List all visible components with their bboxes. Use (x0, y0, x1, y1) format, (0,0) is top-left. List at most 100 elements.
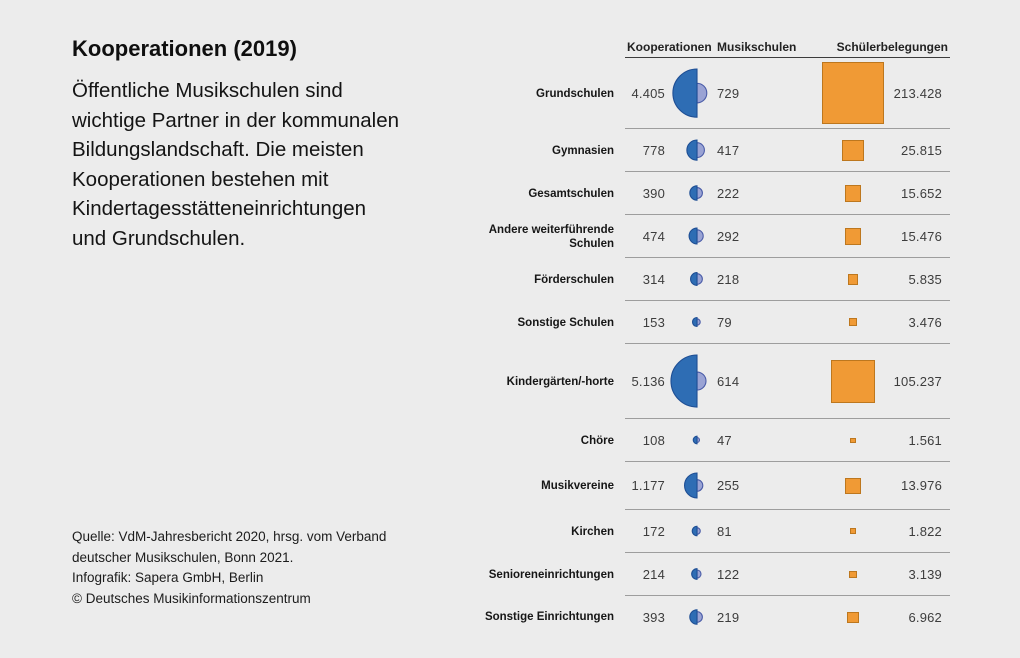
kooperationen-value: 214 (642, 566, 665, 582)
table-row: Gymnasien 778 417 25.815 (470, 129, 950, 173)
half-circles-glyph (683, 472, 704, 499)
kooperationen-value: 393 (642, 609, 665, 625)
musikschulen-half-circle (696, 229, 704, 244)
row-label: Senioreneinrichtungen (488, 568, 614, 581)
table-row: Sonstige Schulen 153 79 3.476 (470, 301, 950, 345)
kooperationen-value: 172 (642, 523, 665, 539)
row-label: Gymnasien (552, 144, 614, 157)
musikschulen-value: 729 (717, 85, 740, 101)
half-circles-glyph (688, 227, 704, 245)
table-row: Förderschulen 314 218 5.835 (470, 258, 950, 302)
half-circles-glyph (689, 185, 703, 202)
schuelerbelegungen-square (849, 570, 857, 579)
schuelerbelegungen-square (850, 437, 856, 444)
row-label: Kindergärten/-horte (506, 375, 614, 388)
schuelerbelegungen-value: 3.139 (908, 566, 942, 582)
schuelerbelegungen-square (845, 477, 861, 494)
table-row: Chöre 108 47 1.561 (470, 419, 950, 463)
musikschulen-half-circle (696, 82, 708, 104)
kooperationen-value: 390 (642, 185, 665, 201)
half-circles-glyph (672, 68, 708, 118)
kooperationen-half-circle (691, 568, 698, 581)
row-content: 393 219 6.962 (625, 596, 950, 638)
row-label: Kirchen (571, 525, 614, 538)
half-circles-glyph (692, 436, 701, 445)
kooperationen-half-circle (688, 227, 698, 245)
kooperationen-half-circle (692, 436, 698, 445)
schuelerbelegungen-square (831, 359, 875, 404)
row-label: Grundschulen (536, 87, 614, 100)
row-content: 474 292 15.476 (625, 215, 950, 259)
kooperationen-half-circle (689, 185, 698, 202)
musikschulen-half-circle (696, 142, 705, 159)
schuelerbelegungen-value: 13.976 (901, 478, 942, 494)
schuelerbelegungen-value: 5.835 (908, 271, 942, 287)
half-circles-glyph (686, 139, 705, 161)
schuelerbelegungen-value: 3.476 (908, 314, 942, 330)
schuelerbelegungen-value: 1.822 (908, 523, 942, 539)
schuelerbelegungen-value: 25.815 (901, 142, 942, 158)
row-label: Andere weiterführende Schulen (488, 223, 614, 250)
schuelerbelegungen-square (850, 528, 856, 535)
musikschulen-value: 122 (717, 566, 740, 582)
schuelerbelegungen-value: 15.652 (901, 185, 942, 201)
kooperationen-half-circle (691, 317, 698, 328)
kooperationen-value: 1.177 (631, 478, 665, 494)
row-content: 172 81 1.822 (625, 510, 950, 554)
kooperationen-value: 108 (642, 432, 665, 448)
schuelerbelegungen-value: 1.561 (908, 432, 942, 448)
row-content: 4.405 729 213.428 (625, 58, 950, 130)
table-row: Gesamtschulen 390 222 15.652 (470, 172, 950, 216)
kooperationen-value: 314 (642, 271, 665, 287)
table-row: Kirchen 172 81 1.822 (470, 510, 950, 554)
musikschulen-value: 292 (717, 228, 740, 244)
row-label: Chöre (580, 434, 614, 447)
kooperationen-value: 153 (642, 314, 665, 330)
column-header-schuelerbelegungen: Schülerbelegungen (836, 40, 948, 54)
schuelerbelegungen-square (822, 62, 884, 125)
schuelerbelegungen-value: 15.476 (901, 228, 942, 244)
musikschulen-value: 47 (717, 432, 732, 448)
table-row: Grundschulen 4.405 729 213.428 (470, 58, 950, 130)
musikschulen-half-circle (696, 569, 702, 579)
table-row: Senioreneinrichtungen 214 122 3.139 (470, 553, 950, 597)
kooperationen-value: 4.405 (631, 85, 665, 101)
row-content: 214 122 3.139 (625, 553, 950, 597)
half-circles-glyph (689, 609, 703, 626)
column-header-musikschulen: Musikschulen (717, 40, 797, 54)
schuelerbelegungen-value: 105.237 (893, 373, 942, 389)
row-label: Sonstige Einrichtungen (484, 611, 614, 624)
row-label: Gesamtschulen (528, 187, 614, 200)
musikschulen-value: 79 (717, 314, 732, 330)
musikschulen-value: 255 (717, 478, 740, 494)
schuelerbelegungen-square (847, 274, 859, 285)
row-content: 390 222 15.652 (625, 172, 950, 216)
row-content: 108 47 1.561 (625, 419, 950, 463)
musikschulen-value: 219 (717, 609, 740, 625)
row-content: 778 417 25.815 (625, 129, 950, 173)
musikschulen-half-circle (696, 273, 703, 286)
half-circles-glyph (690, 272, 703, 287)
musikschulen-value: 417 (717, 142, 740, 158)
musikschulen-half-circle (696, 187, 703, 200)
musikschulen-value: 614 (717, 373, 740, 389)
half-circles-glyph (691, 568, 702, 581)
table-row: Sonstige Einrichtungen 393 219 6.962 (470, 596, 950, 638)
table-row: Musikvereine 1.177 255 13.976 (470, 462, 950, 511)
kooperationen-half-circle (683, 472, 698, 499)
row-content: 5.136 614 105.237 (625, 344, 950, 420)
musikschulen-value: 222 (717, 185, 740, 201)
table-row: Andere weiterführende Schulen 474 292 15.47… (470, 215, 950, 259)
row-label: Sonstige Schulen (517, 316, 615, 329)
musikschulen-value: 218 (717, 271, 740, 287)
schuelerbelegungen-square (849, 318, 857, 327)
half-circles-glyph (670, 354, 707, 409)
row-content: 1.177 255 13.976 (625, 462, 950, 511)
page-title: Kooperationen (2019) (72, 36, 297, 61)
half-circles-glyph (691, 526, 701, 537)
musikschulen-value: 81 (717, 523, 732, 539)
kooperationen-value: 474 (642, 228, 665, 244)
schuelerbelegungen-value: 213.428 (893, 85, 942, 101)
musikschulen-half-circle (696, 371, 707, 391)
column-header-kooperationen: Kooperationen (627, 40, 712, 54)
